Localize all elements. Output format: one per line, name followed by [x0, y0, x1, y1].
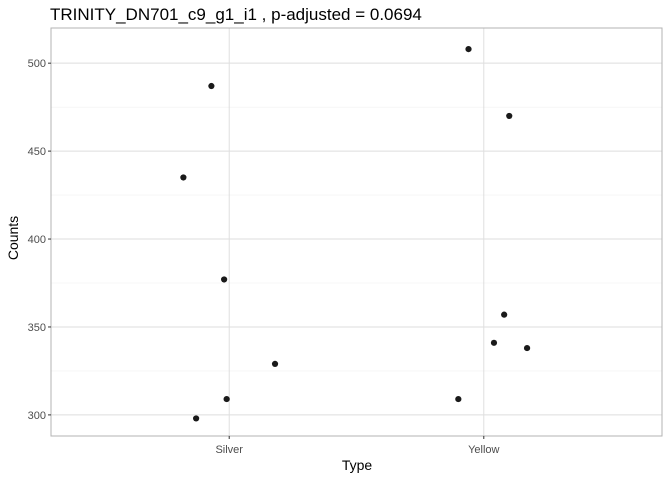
data-point [180, 174, 187, 181]
data-point [223, 395, 230, 403]
data-point [506, 112, 513, 120]
minor-gridlines [51, 106, 662, 372]
data-point [465, 46, 472, 53]
data-point [490, 339, 498, 346]
data-point [523, 344, 531, 352]
y-tick-label: 500 [28, 58, 46, 70]
x-tick-label: Silver [215, 444, 243, 456]
x-axis-title: Type [342, 457, 373, 473]
data-point [221, 276, 228, 283]
x-axis-ticks: Silver Yellow [215, 436, 500, 456]
data-points [180, 46, 531, 422]
data-point [208, 82, 215, 90]
data-point [455, 395, 462, 403]
chart-title: TRINITY_DN701_c9_g1_i1 , p-adjusted = 0.… [50, 5, 422, 24]
y-tick-label: 400 [28, 234, 46, 246]
major-gridlines [51, 28, 662, 436]
y-tick-label: 350 [28, 322, 46, 334]
y-tick-label: 300 [28, 410, 46, 422]
panel-border [50, 27, 663, 437]
y-tick-label: 450 [28, 146, 46, 158]
y-axis-title: Counts [5, 216, 21, 260]
data-point [501, 311, 508, 318]
data-point [193, 415, 200, 422]
data-point [271, 360, 279, 367]
y-axis-ticks: 300 350 400 450 500 [28, 58, 51, 422]
x-tick-label: Yellow [468, 444, 499, 456]
